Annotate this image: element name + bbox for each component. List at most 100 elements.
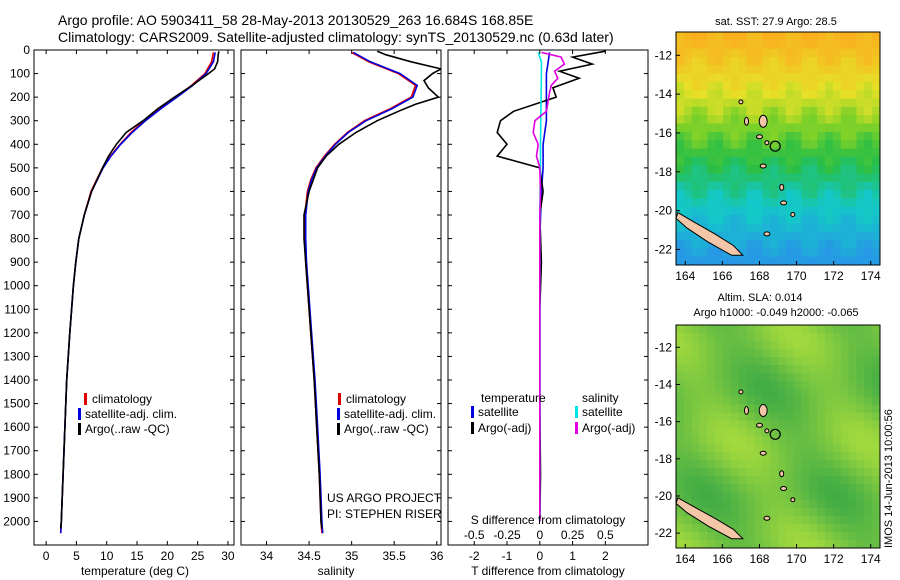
map-cell bbox=[809, 348, 818, 358]
map-cell bbox=[691, 256, 700, 266]
map-cell bbox=[832, 452, 842, 461]
map-cell bbox=[801, 115, 810, 124]
map-cell bbox=[730, 181, 740, 191]
map-cell bbox=[793, 215, 802, 224]
map-cell bbox=[699, 356, 708, 366]
map-cell bbox=[715, 148, 724, 158]
map-cell bbox=[809, 240, 818, 249]
map-cell bbox=[832, 123, 842, 133]
map-cell bbox=[676, 396, 685, 406]
map-cell bbox=[848, 115, 857, 124]
map-cell bbox=[872, 106, 881, 116]
map-cell bbox=[707, 356, 716, 366]
y-tick-label: 200 bbox=[10, 90, 30, 104]
map-cell bbox=[676, 98, 685, 108]
map-cell bbox=[754, 156, 763, 166]
map-cell bbox=[762, 256, 771, 266]
map-cell bbox=[817, 516, 826, 525]
map-cell bbox=[856, 468, 865, 477]
map-cell bbox=[872, 156, 881, 166]
map-cell bbox=[683, 90, 693, 100]
map-cell bbox=[730, 356, 740, 366]
map-cell bbox=[793, 131, 802, 141]
map-cell bbox=[730, 215, 740, 224]
map-cell bbox=[872, 540, 881, 549]
map-cell bbox=[817, 452, 826, 461]
map-y-tick-label: -20 bbox=[655, 489, 673, 503]
map-cell bbox=[676, 156, 685, 166]
map-cell bbox=[832, 340, 842, 350]
map-cell bbox=[864, 231, 873, 241]
map-cell bbox=[676, 412, 685, 422]
map-cell bbox=[832, 81, 842, 91]
map-cell bbox=[754, 508, 763, 517]
map-cell bbox=[770, 240, 779, 249]
map-cell bbox=[856, 428, 865, 437]
map-cell bbox=[715, 325, 724, 334]
land-island bbox=[790, 212, 796, 217]
map-cell bbox=[723, 380, 732, 390]
map-cell bbox=[817, 40, 826, 50]
map-cell bbox=[809, 156, 818, 166]
map-cell bbox=[817, 173, 826, 183]
map-cell bbox=[856, 40, 865, 50]
map-cell bbox=[683, 492, 693, 501]
map-cell bbox=[793, 516, 802, 525]
map-cell bbox=[825, 380, 834, 390]
map-cell bbox=[856, 372, 865, 382]
map-cell bbox=[825, 492, 834, 501]
map-cell bbox=[856, 340, 865, 350]
map-cell bbox=[872, 206, 881, 216]
map-cell bbox=[832, 65, 842, 75]
map-cell bbox=[691, 181, 700, 191]
map-cell bbox=[762, 106, 771, 116]
map-cell bbox=[793, 420, 802, 430]
map-cell bbox=[872, 81, 881, 91]
map-cell bbox=[817, 148, 826, 158]
map-cell bbox=[817, 215, 826, 224]
map-cell bbox=[778, 140, 787, 149]
map-cell bbox=[801, 476, 810, 485]
map-cell bbox=[793, 148, 802, 158]
map-cell bbox=[676, 40, 685, 50]
map-cell bbox=[817, 325, 826, 334]
x-tick-label: 36 bbox=[430, 549, 444, 563]
map-cell bbox=[754, 484, 763, 493]
map-cell bbox=[691, 380, 700, 390]
map-cell bbox=[832, 206, 842, 216]
map-cell bbox=[754, 165, 763, 174]
map-cell bbox=[840, 484, 850, 493]
map-cell bbox=[785, 420, 795, 430]
difference-legend: temperature salinity satellite Argo(-adj… bbox=[471, 391, 635, 435]
map-cell bbox=[676, 231, 685, 241]
map-cell bbox=[699, 340, 708, 350]
map-cell bbox=[691, 340, 700, 350]
map-cell bbox=[676, 492, 685, 501]
map-cell bbox=[738, 428, 748, 437]
map-cell bbox=[699, 396, 708, 406]
map-cell bbox=[848, 333, 857, 342]
map-cell bbox=[699, 412, 708, 422]
map-cell bbox=[864, 90, 873, 100]
map-cell bbox=[676, 436, 685, 445]
map-cell bbox=[856, 115, 865, 124]
map-cell bbox=[754, 123, 763, 133]
map-cell bbox=[825, 532, 834, 541]
map-cell bbox=[730, 444, 740, 453]
map-cell bbox=[730, 476, 740, 485]
map-cell bbox=[699, 181, 708, 191]
map-cell bbox=[825, 240, 834, 249]
map-cell bbox=[730, 436, 740, 445]
map-cell bbox=[785, 40, 795, 50]
map-cell bbox=[801, 57, 810, 66]
map-cell bbox=[872, 123, 881, 133]
map-cell bbox=[746, 231, 755, 241]
map-cell bbox=[809, 540, 818, 549]
map-cell bbox=[856, 148, 865, 158]
map-cell bbox=[825, 476, 834, 485]
map-cell bbox=[715, 516, 724, 525]
land-island bbox=[738, 99, 744, 105]
map-cell bbox=[856, 460, 865, 469]
map-cell bbox=[707, 65, 716, 75]
map-cell bbox=[785, 540, 795, 549]
